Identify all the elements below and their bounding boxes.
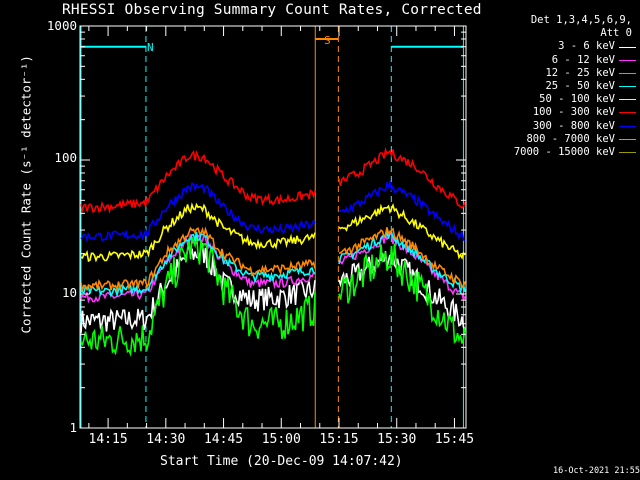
legend-label: 7000 - 15000 keV: [513, 145, 615, 158]
x-tick-label: 14:45: [203, 432, 244, 447]
legend-swatch: [619, 86, 636, 88]
y-tick-label: 1000: [46, 18, 77, 33]
legend-entry: 100 - 300 keV: [482, 106, 638, 119]
x-tick-label: 15:00: [261, 432, 301, 447]
y-tick-label: 10: [61, 285, 77, 300]
legend-entry: 25 - 50 keV: [482, 80, 638, 93]
legend-label: 100 - 300 keV: [532, 106, 615, 119]
legend-swatch: [619, 99, 636, 101]
x-tick-label: 14:30: [146, 432, 186, 447]
timestamp: 16-Oct-2021 21:55: [553, 466, 640, 476]
series-lines: [80, 146, 466, 357]
legend-swatch: [619, 72, 636, 74]
y-tick-label: 1: [69, 420, 77, 435]
legend-label: 50 - 100 keV: [539, 93, 615, 106]
series-line: [80, 202, 466, 263]
legend-header-2: Att 0: [600, 27, 632, 40]
chart-title: RHESSI Observing Summary Count Rates, Co…: [62, 2, 482, 18]
legend-entry: 3 - 6 keV: [482, 40, 638, 53]
legend-entry: 6 - 12 keV: [482, 54, 638, 67]
x-tick-label: 15:45: [434, 432, 475, 447]
legend-entry: 300 - 800 keV: [482, 120, 638, 133]
plot-frame: [79, 25, 467, 429]
x-axis-label: Start Time (20-Dec-09 14:07:42): [160, 454, 403, 469]
y-tick-label: 100: [54, 150, 77, 165]
legend-label: 3 - 6 keV: [558, 40, 615, 53]
y-axis-label: Corrected Count Rate (s⁻¹ detector⁻¹): [18, 55, 34, 334]
legend-entry: 7000 - 15000 keV: [482, 146, 638, 159]
legend-swatch: [619, 152, 636, 153]
series-line: [80, 232, 466, 357]
series-line: [80, 146, 466, 214]
legend-label: 12 - 25 keV: [545, 66, 615, 79]
legend-swatch: [619, 59, 636, 61]
legend-swatch: [619, 138, 636, 140]
saa-marker-label: S: [324, 34, 331, 47]
legend-label: 800 - 7000 keV: [526, 132, 615, 145]
legend-label: 300 - 800 keV: [532, 119, 615, 132]
x-tick-label: 14:15: [88, 432, 128, 447]
legend-entry: 50 - 100 keV: [482, 93, 638, 106]
legend-header-1: Det 1,3,4,5,6,9,: [530, 14, 632, 26]
legend-entry: 12 - 25 keV: [482, 67, 638, 80]
legend-label: 6 - 12 keV: [551, 53, 615, 66]
legend-swatch: [619, 125, 636, 127]
legend-swatch: [619, 112, 636, 114]
series-line: [80, 226, 466, 293]
legend: Det 1,3,4,5,6,9, Att 0 3 - 6 keV 6 - 12 k…: [482, 14, 638, 159]
series-line: [80, 179, 466, 244]
legend-swatch: [619, 46, 636, 48]
plot-axes: [79, 25, 467, 429]
night-marker-label: N: [147, 41, 154, 54]
x-tick-label: 15:30: [377, 432, 417, 447]
legend-label: 25 - 50 keV: [545, 79, 615, 92]
legend-entry: 800 - 7000 keV: [482, 133, 638, 146]
x-tick-label: 15:15: [319, 432, 359, 447]
orbit-markers: [80, 26, 464, 428]
